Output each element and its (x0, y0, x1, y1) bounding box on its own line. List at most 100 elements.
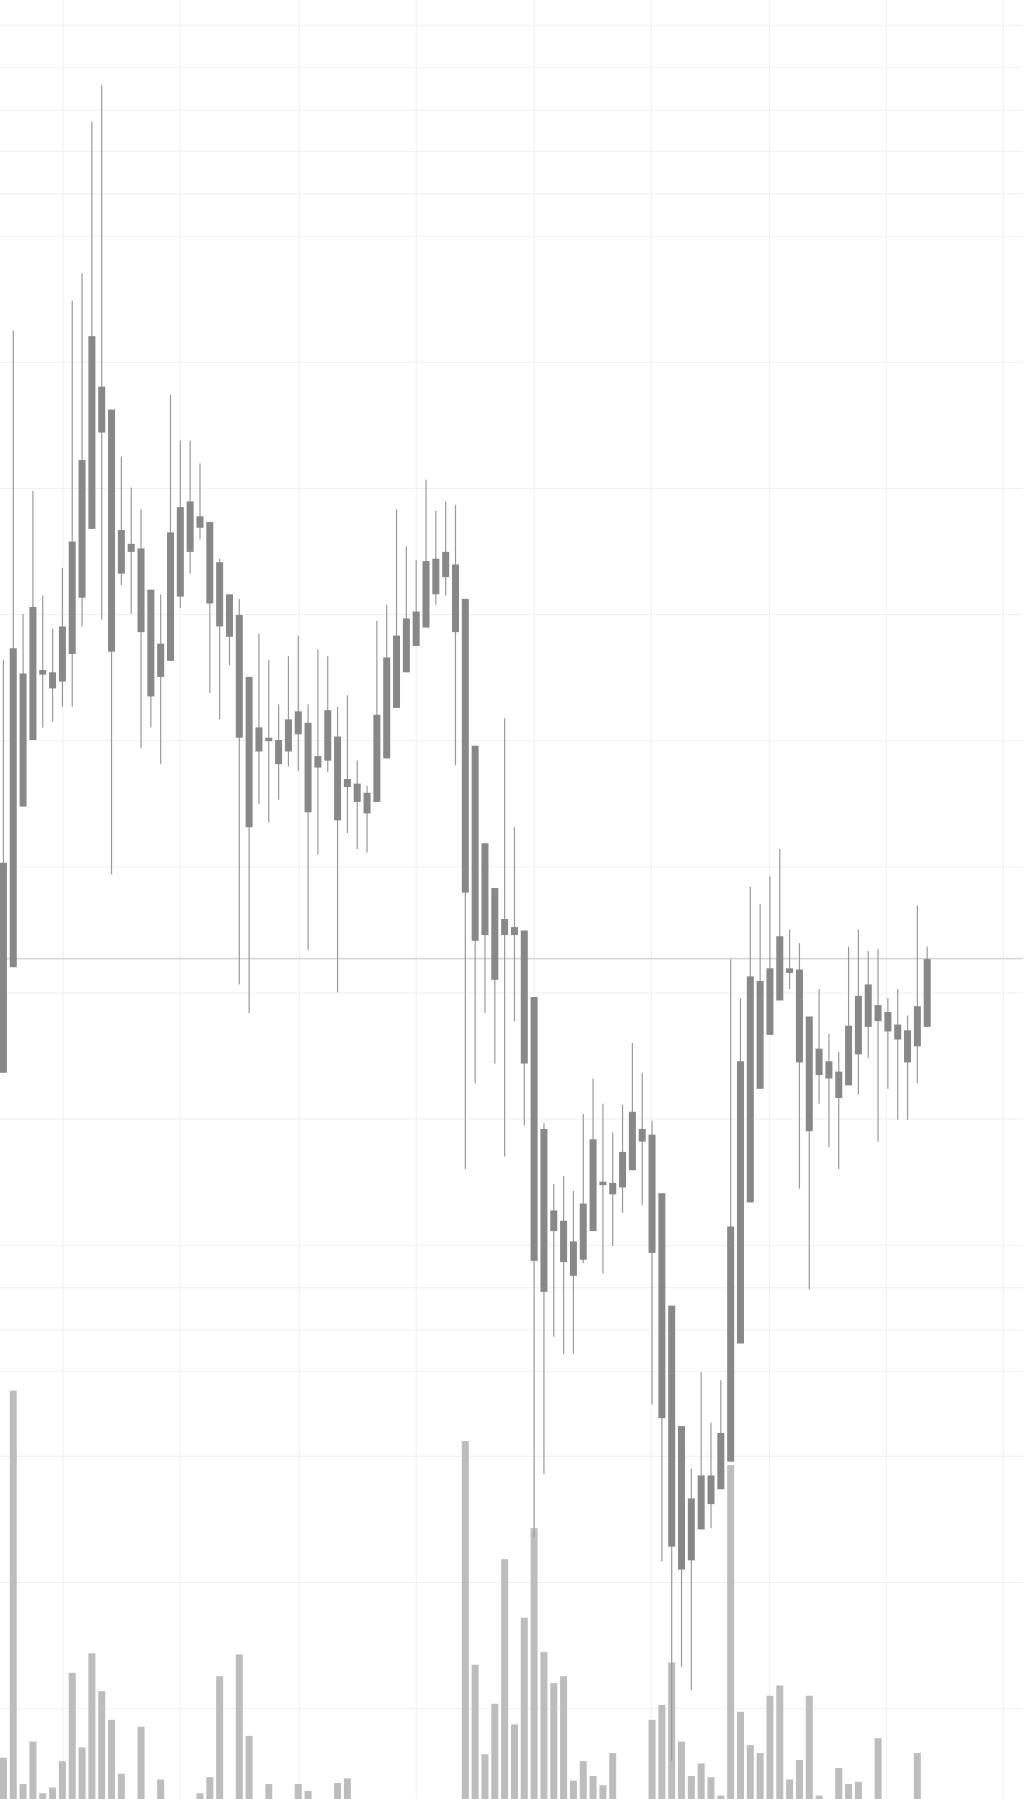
candle-body (442, 551, 450, 578)
volume-bar (19, 1784, 27, 1799)
volume-bar (49, 1787, 57, 1799)
volume-bar (294, 1784, 302, 1799)
candle-body (707, 1475, 715, 1505)
candle-body (235, 614, 243, 738)
candle-body (520, 930, 528, 1064)
candle-body (628, 1111, 636, 1171)
candle-body (805, 1016, 813, 1132)
candle-body (756, 980, 764, 1089)
volume-bar (569, 1780, 577, 1799)
candle-body (186, 501, 194, 552)
candle-body (461, 598, 469, 893)
volume-bar (343, 1778, 351, 1799)
candle-body (854, 995, 862, 1055)
candle-body (481, 843, 489, 936)
volume-bar (658, 1704, 666, 1799)
volume-bar (776, 1685, 784, 1799)
volume-bar (304, 1790, 312, 1799)
candle-body (49, 672, 57, 689)
candle-body (284, 719, 292, 752)
volume-bar (39, 1793, 47, 1799)
candle-body (727, 1226, 735, 1462)
volume-bar (707, 1777, 715, 1799)
volume-bar (540, 1652, 548, 1799)
candle-body (746, 976, 754, 1203)
volume-bar (481, 1754, 489, 1799)
candle-body (265, 737, 273, 742)
candle-body (599, 1181, 607, 1186)
candle-body (147, 589, 155, 697)
volume-bar (108, 1719, 116, 1799)
volume-bar (845, 1784, 853, 1799)
volume-bar (530, 1528, 538, 1799)
candle-body (343, 779, 351, 788)
candle-body (795, 969, 803, 1063)
volume-bar (717, 1795, 725, 1799)
volume-bar (687, 1776, 695, 1799)
volume-bar (58, 1761, 66, 1799)
candle-body (589, 1139, 597, 1232)
candle-body (0, 862, 7, 1073)
candle-body (923, 959, 931, 1027)
volume-bar (520, 1617, 528, 1799)
volume-bar (766, 1695, 774, 1799)
candle-body (383, 657, 391, 759)
volume-bar (216, 1676, 224, 1799)
volume-bar (609, 1753, 617, 1799)
candle-body (736, 1061, 744, 1344)
candle-body (294, 711, 302, 735)
candle-body (560, 1220, 568, 1263)
volume-bar (265, 1784, 273, 1799)
candle-body (697, 1475, 705, 1530)
candle-body (776, 936, 784, 1001)
candle-body (619, 1151, 627, 1188)
volume-bar (157, 1779, 165, 1799)
candle-body (687, 1498, 695, 1561)
volume-bar (746, 1745, 754, 1799)
candle-body (638, 1128, 646, 1142)
candle-body (68, 541, 76, 654)
candle-body (108, 409, 116, 652)
candle-body (353, 783, 361, 802)
candle-body (451, 564, 459, 633)
candle-body (678, 1426, 686, 1570)
candle-body (786, 968, 794, 973)
volume-bar (206, 1777, 214, 1799)
candle-body (324, 710, 332, 761)
volume-bar (235, 1654, 243, 1799)
candle-body (825, 1061, 833, 1079)
volume-bar (510, 1724, 518, 1799)
candle-body (334, 736, 342, 821)
candle-body (845, 1025, 853, 1086)
candle-body (314, 756, 322, 768)
candle-body (884, 1011, 892, 1032)
candle-body (609, 1182, 617, 1195)
volume-bar (88, 1653, 96, 1799)
candle-body (206, 522, 214, 604)
candle-body (717, 1433, 725, 1490)
volume-bar (137, 1726, 145, 1799)
volume-bar (697, 1763, 705, 1799)
candle-body (304, 722, 312, 813)
candle-body (176, 507, 184, 597)
candle-body (874, 1005, 882, 1022)
volume-bar (491, 1703, 499, 1799)
volume-bar (117, 1773, 125, 1799)
candle-body (98, 386, 106, 433)
volume-bar (560, 1676, 568, 1799)
volume-bar (795, 1759, 803, 1799)
candle-body (255, 727, 263, 752)
volume-bar (756, 1753, 764, 1799)
candle-body (275, 740, 283, 765)
volume-bar (736, 1711, 744, 1799)
candle-body (196, 516, 204, 528)
candle-body (373, 714, 381, 802)
volume-bar (29, 1741, 37, 1799)
candle-body (412, 611, 420, 646)
candle-body (363, 792, 371, 814)
candle-body (648, 1134, 656, 1253)
candle-body (88, 336, 96, 529)
volume-bar (835, 1768, 843, 1799)
candle-body (550, 1210, 558, 1232)
